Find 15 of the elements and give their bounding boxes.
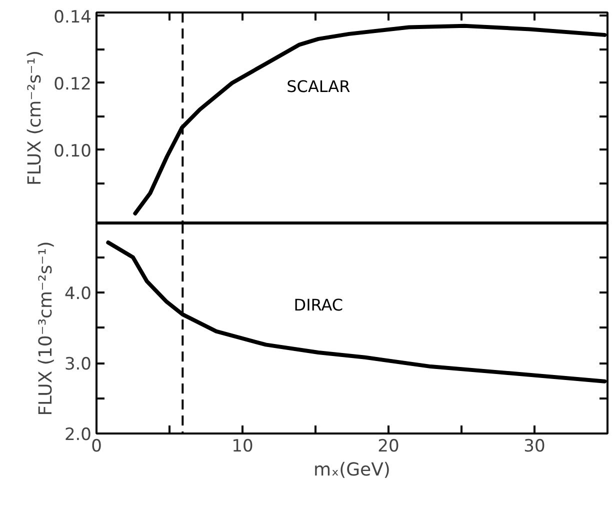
y-tick-label: 0.10 [54, 141, 92, 162]
y-tick-label: 2.0 [64, 425, 92, 445]
y-axis-title: FLUX (cm⁻²s⁻¹) [24, 50, 46, 186]
text: DIRAC [294, 295, 344, 314]
x-tick-label: 10 [232, 436, 254, 456]
y-tick-label: 0.14 [54, 7, 92, 28]
y-tick-label: 0.12 [54, 74, 92, 94]
y-axis-title: FLUX (10⁻³cm⁻²s⁻¹) [35, 241, 56, 416]
x-axis-title: mₓ(GeV) [314, 460, 390, 480]
x-tick-label: 30 [524, 436, 546, 456]
x-tick-label: 0 [91, 436, 102, 456]
y-tick-label: 3.0 [64, 354, 92, 375]
series-label: SCALAR [286, 76, 350, 96]
x-tick-label: 20 [378, 436, 400, 456]
y-tick-label: 4.0 [64, 284, 92, 304]
